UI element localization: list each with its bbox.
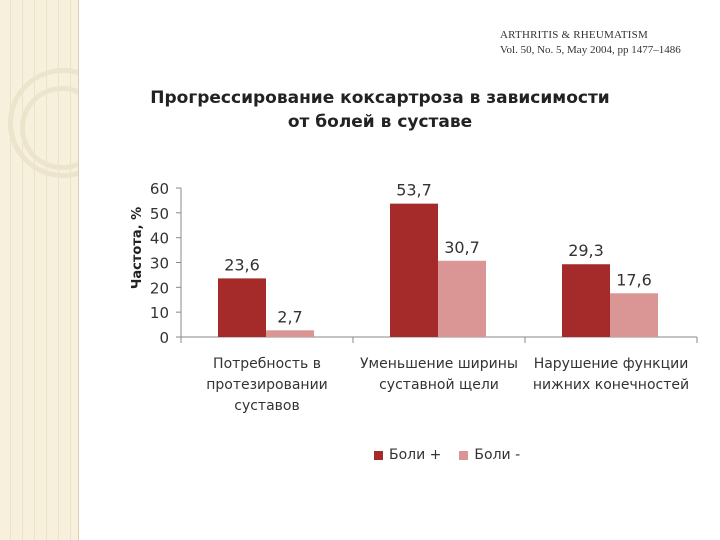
data-label: 29,3 [568,241,604,260]
legend-item-pain-minus: Боли - [459,447,520,463]
x-category-label: суставной щели [379,377,499,393]
x-category-label: Нарушение функции [534,356,689,372]
x-category-label: Потребность в [213,356,321,372]
x-category-label: нижних конечностей [533,377,689,393]
legend-item-pain-plus: Боли + [374,447,441,463]
x-category-label: суставов [234,398,299,414]
x-category-label: протезировании [206,377,328,393]
y-axis-label: Частота, % [130,207,145,289]
legend-label-pain-plus: Боли + [389,447,442,463]
y-tick-label: 30 [150,255,169,273]
data-label: 2,7 [277,307,302,326]
data-label: 30,7 [444,238,480,257]
y-tick-label: 40 [150,230,169,248]
bar-pain-minus [438,260,486,337]
decorative-sidebar [0,0,79,540]
bar-pain-minus [610,293,658,337]
data-label: 17,6 [616,270,652,289]
y-tick-label: 50 [150,205,169,223]
journal-citation: Vol. 50, No. 5, May 2004, pp 1477–1486 [500,44,681,56]
y-tick-label: 60 [150,180,169,198]
bar-pain-plus [562,264,610,337]
y-tick-label: 0 [159,329,169,347]
data-label: 23,6 [224,255,260,274]
chart-legend: Боли + Боли - [374,447,538,463]
bar-pain-plus [218,278,266,337]
journal-name: ARTHRITIS & RHEUMATISM [500,29,648,41]
legend-swatch-pain-plus [374,450,383,460]
y-tick-label: 20 [150,279,169,297]
legend-label-pain-minus: Боли - [474,447,521,463]
chart-title-line: от болей в суставе [287,112,473,132]
chart-title: Прогрессирование коксартроза в зависимос… [120,86,640,134]
data-label: 53,7 [396,181,432,200]
journal-reference: ARTHRITIS & RHEUMATISM Vol. 50, No. 5, M… [500,28,681,58]
y-tick-label: 10 [150,304,169,322]
decorative-ring [20,86,78,170]
x-category-label: Уменьшение ширины [360,356,518,372]
bar-pain-plus [390,203,438,337]
legend-swatch-pain-minus [459,450,469,460]
chart-title-line: Прогрессирование коксартроза в зависимос… [150,88,610,108]
bar-pain-minus [266,330,314,337]
